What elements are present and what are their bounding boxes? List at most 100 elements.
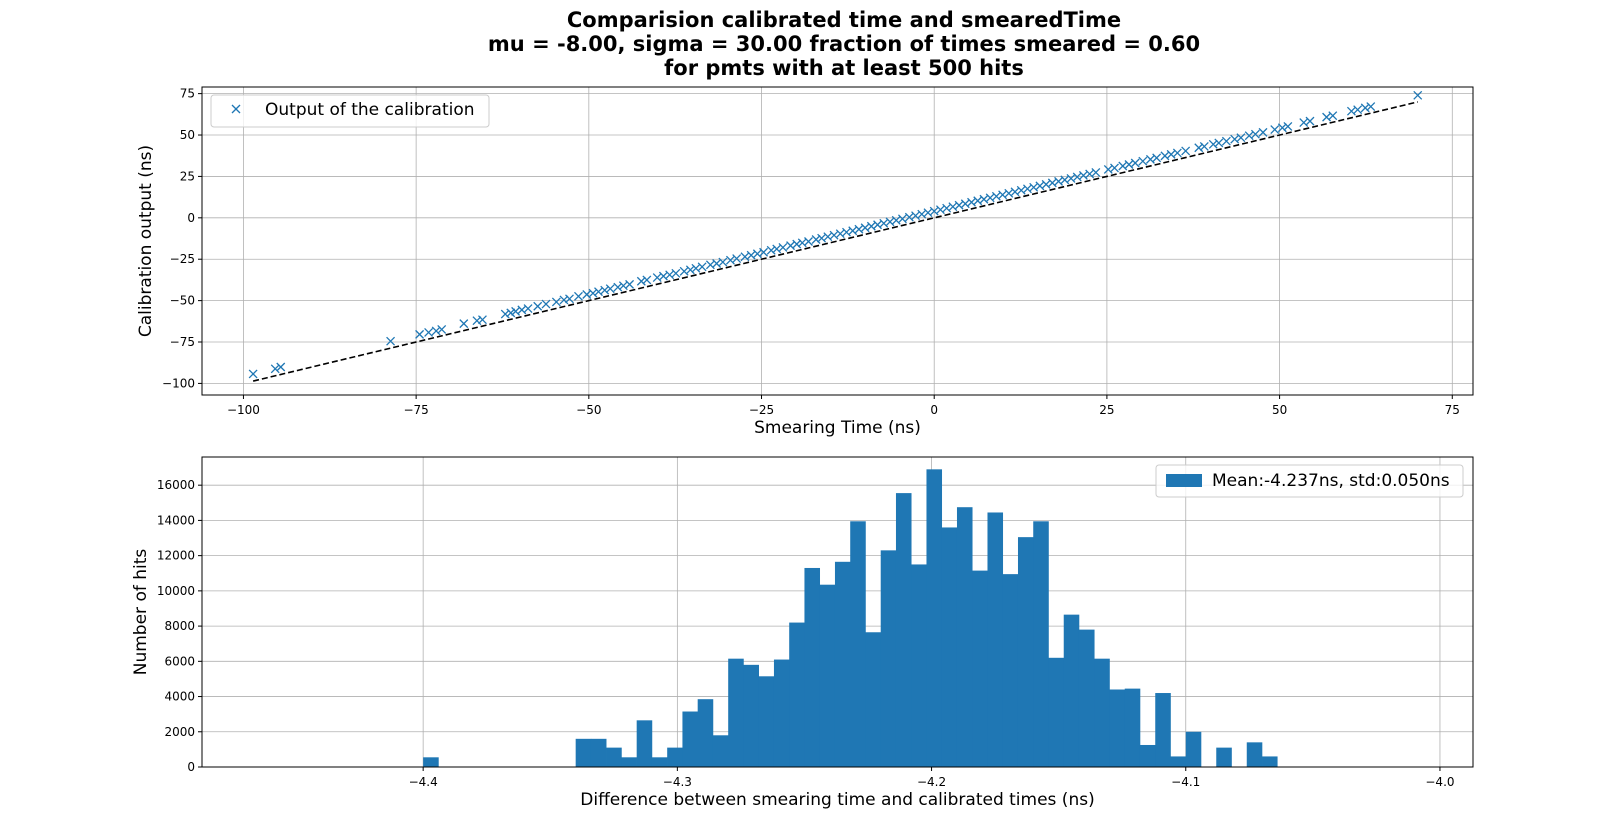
x-tick-label: −25	[749, 403, 774, 417]
histogram-bar	[1139, 744, 1156, 767]
scatter-point	[1172, 148, 1182, 158]
histogram-bar	[880, 550, 897, 767]
histogram-bar	[1078, 629, 1095, 767]
scatter-point-stroke	[1078, 170, 1088, 180]
scatter-point-stroke	[854, 224, 864, 234]
histogram-bar	[850, 521, 866, 767]
scatter-point-stroke	[625, 279, 635, 289]
y-tick-label: 0	[187, 760, 195, 774]
scatter-point-stroke	[973, 196, 983, 206]
histogram-bar	[895, 493, 912, 767]
y-tick-label: 6000	[164, 654, 195, 668]
scatter-point	[605, 284, 615, 294]
histogram-bar	[697, 699, 714, 767]
scatter-point	[533, 301, 543, 311]
scatter-point	[523, 304, 533, 314]
histogram-bar	[1124, 688, 1141, 767]
scatter-point	[565, 294, 574, 304]
scatter-point	[1353, 105, 1363, 115]
legend-x-marker-icon	[231, 104, 241, 114]
scatter-point	[613, 282, 623, 292]
scatter-point-stroke	[665, 270, 675, 280]
scatter-point-stroke	[270, 364, 280, 374]
scatter-point-stroke	[613, 282, 623, 292]
scatter-point	[600, 285, 610, 295]
scatter-point-stroke	[1353, 105, 1363, 115]
scatter-point-stroke	[1244, 131, 1254, 141]
scatter-point-stroke	[671, 268, 681, 278]
histogram-bar	[1109, 689, 1126, 767]
scatter-point	[1328, 111, 1338, 121]
scatter-point-stroke	[1258, 127, 1268, 137]
histogram-y-ticks: 0 2000 4000 6000 8000 10000 12000 14000 16000	[157, 478, 202, 774]
histogram-bar	[575, 738, 592, 767]
x-tick-label: −4.3	[663, 775, 692, 789]
scatter-point-stroke	[942, 203, 952, 213]
scatter-point	[804, 237, 813, 246]
scatter-point-stroke	[679, 266, 689, 276]
scatter-point-stroke	[792, 239, 802, 249]
title-line-3: for pmts with at least 500 hits	[664, 56, 1024, 80]
scatter-point	[778, 242, 788, 252]
histogram-bar	[712, 735, 729, 767]
scatter-point-stroke	[1221, 136, 1231, 146]
histogram-bar	[773, 659, 790, 767]
y-tick-label: 16000	[157, 478, 195, 492]
scatter-point-stroke	[960, 199, 970, 209]
histogram-bar	[1017, 537, 1034, 767]
scatter-point-stroke	[565, 294, 574, 304]
legend-swatch-icon	[1166, 474, 1202, 487]
histogram-bar	[1262, 756, 1278, 767]
scatter-point-stroke	[1152, 153, 1162, 163]
scatter-point-stroke	[472, 316, 482, 326]
histogram-bar	[423, 757, 439, 767]
scatter-axes-frame	[201, 86, 1474, 396]
histogram-bar	[667, 747, 683, 767]
histogram-bar	[911, 564, 927, 767]
scatter-legend: Output of the calibration	[210, 94, 490, 128]
histogram-bar	[621, 757, 637, 767]
scatter-point-stroke	[276, 362, 286, 372]
histogram-bar	[1185, 731, 1202, 767]
scatter-point	[1130, 158, 1140, 168]
histogram-legend-box	[1155, 464, 1464, 498]
scatter-point	[1138, 156, 1148, 166]
scatter-point-stroke	[1194, 143, 1204, 153]
scatter-point	[1221, 136, 1231, 146]
y-tick-label: 0	[187, 211, 195, 225]
scatter-point-stroke	[559, 295, 569, 305]
scatter-point-stroke	[842, 227, 851, 237]
scatter-point-stroke	[1041, 179, 1051, 189]
histogram-bar	[728, 658, 744, 767]
scatter-point	[270, 364, 280, 374]
scatter-point-stroke	[746, 250, 756, 260]
scatter-point-stroke	[1166, 149, 1176, 159]
scatter-point-stroke	[386, 336, 396, 346]
y-tick-label: 75	[180, 87, 195, 101]
scatter-point	[431, 326, 441, 336]
scatter-point-stroke	[1145, 154, 1155, 164]
scatter-point-stroke	[523, 304, 533, 314]
scatter-point-stroke	[1328, 111, 1338, 121]
x-tick-label: 25	[1099, 403, 1114, 417]
scatter-point-stroke	[1010, 187, 1020, 197]
scatter-point-stroke	[752, 249, 762, 259]
scatter-point-stroke	[685, 265, 695, 275]
histogram-legend-label: Mean:-4.237ns, std:0.050ns	[1212, 471, 1450, 491]
y-tick-label: 50	[180, 128, 195, 142]
scatter-x-ticks: −100 −75 −50 −25 0 25 50 75	[227, 395, 1460, 417]
scatter-point-stroke	[772, 244, 782, 254]
scatter-point-stroke	[1305, 116, 1315, 126]
scatter-point	[386, 336, 396, 346]
histogram-bar	[1170, 756, 1187, 767]
scatter-point-stroke	[1016, 185, 1026, 195]
scatter-point	[1270, 125, 1280, 135]
scatter-point-stroke	[1199, 141, 1209, 151]
scatter-point	[437, 324, 447, 334]
scatter-point-stroke	[967, 197, 976, 207]
scatter-point-stroke	[804, 237, 813, 246]
scatter-point-stroke	[605, 284, 615, 294]
scatter-point-stroke	[917, 209, 927, 219]
histogram-x-ticks: −4.4 −4.3 −4.2 −4.1 −4.0	[409, 767, 1455, 789]
scatter-point-stroke	[517, 305, 527, 315]
